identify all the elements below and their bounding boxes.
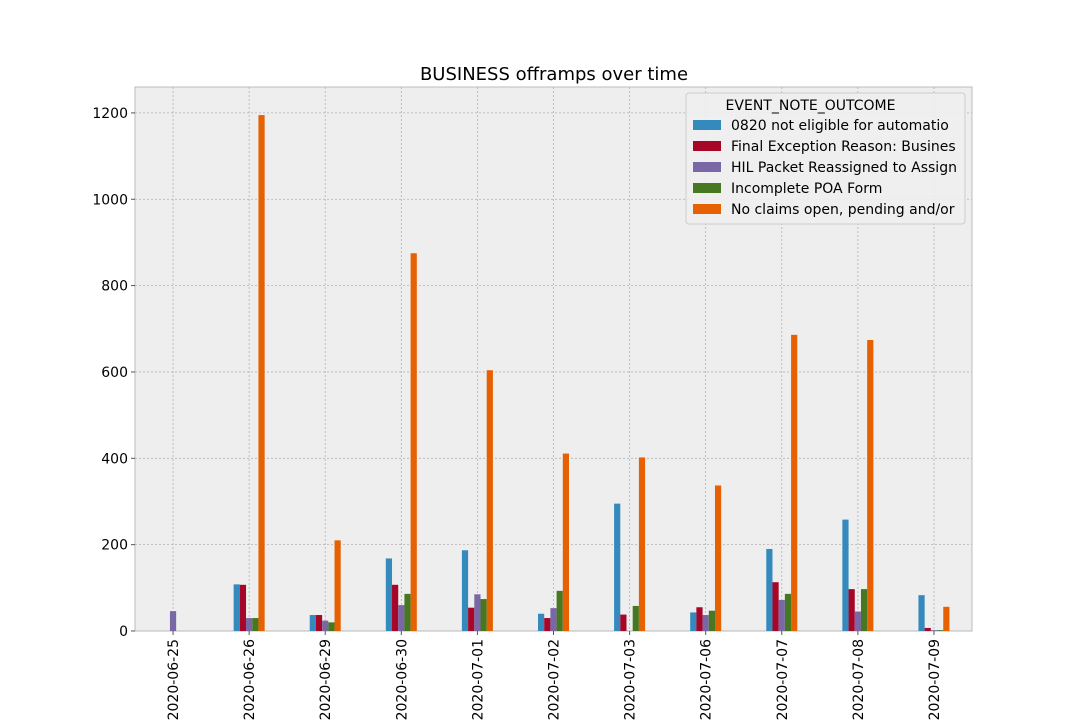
bar [258,115,265,632]
x-tick-label: 2020-07-02 [547,639,563,720]
y-tick-label: 0 [119,624,128,640]
y-tick-label: 800 [101,279,128,295]
bar [620,614,627,631]
x-axis: 2020-06-25 2020-06-26 2020-06-29 2020-06-30… [166,631,943,720]
bar [937,630,944,631]
bar [398,605,405,631]
y-tick-label: 600 [101,365,128,381]
legend: EVENT_NOTE_OUTCOME 0820 not eligible for … [685,92,966,225]
bar [714,485,722,631]
bar [334,540,341,631]
x-tick-label: 2020-06-26 [242,639,258,720]
bar [696,607,703,631]
legend-label: 0820 not eligible for automatio [731,118,949,134]
x-tick-label: 2020-07-09 [927,639,943,720]
legend-label: Incomplete POA Form [731,181,882,197]
bar [632,605,639,631]
chart-title: BUSINESS offramps over time [420,64,688,85]
bar [943,606,950,631]
bar [309,615,316,631]
legend-swatch [693,204,721,214]
bar [784,593,792,631]
x-tick-label: 2020-07-06 [699,639,715,720]
legend-swatch [693,141,721,151]
x-tick-label: 2020-07-08 [851,639,867,720]
legend-label: Final Exception Reason: Busines [731,139,956,155]
bar [614,503,621,631]
bar [638,457,646,631]
bar [766,548,773,631]
bar [239,584,247,631]
bar [930,630,938,631]
bar [385,558,393,631]
bar [322,620,329,631]
x-tick-label: 2020-06-30 [394,639,410,720]
legend-label: No claims open, pending and/or [731,202,955,218]
bar [246,618,253,631]
x-tick-label: 2020-06-29 [318,639,334,720]
bar [848,589,855,631]
bar [538,613,545,631]
bar [461,550,469,631]
bar [778,599,785,631]
bar [169,611,177,631]
bar [854,611,861,631]
bar [486,370,493,631]
y-tick-label: 1000 [92,192,128,208]
bar [918,595,925,631]
legend-box [685,92,966,225]
bar [791,334,798,631]
bar [556,590,563,631]
bar [410,253,417,631]
x-tick-label: 2020-06-25 [166,639,182,720]
bar [392,584,399,631]
y-tick-label: 200 [101,538,128,554]
bar [562,453,569,631]
y-axis: 0 200 400 600 800 1000 1200 [92,106,135,640]
y-tick-label: 400 [101,451,128,467]
bar [860,589,868,631]
bar [468,607,475,631]
bar [924,627,931,631]
bar [708,610,715,631]
legend-swatch [693,120,721,130]
bar [252,618,259,631]
bar [233,584,240,631]
bar [480,599,487,631]
legend-swatch [693,162,721,172]
x-tick-label: 2020-07-03 [623,639,639,720]
bar [550,608,557,631]
bar [404,593,411,631]
bar [690,612,697,631]
legend-swatch [693,183,721,193]
legend-title: EVENT_NOTE_OUTCOME [726,98,896,114]
bar [328,622,335,631]
bar [702,615,709,631]
bar [842,519,849,631]
bars [169,115,950,632]
bar [544,618,551,631]
bar [867,340,874,631]
bar [474,594,481,631]
bar [315,615,323,631]
x-tick-label: 2020-07-01 [470,639,486,720]
y-tick-label: 1200 [92,106,128,122]
x-tick-label: 2020-07-07 [775,639,791,720]
bar [772,582,779,631]
legend-label: HIL Packet Reassigned to Assign [731,160,957,176]
